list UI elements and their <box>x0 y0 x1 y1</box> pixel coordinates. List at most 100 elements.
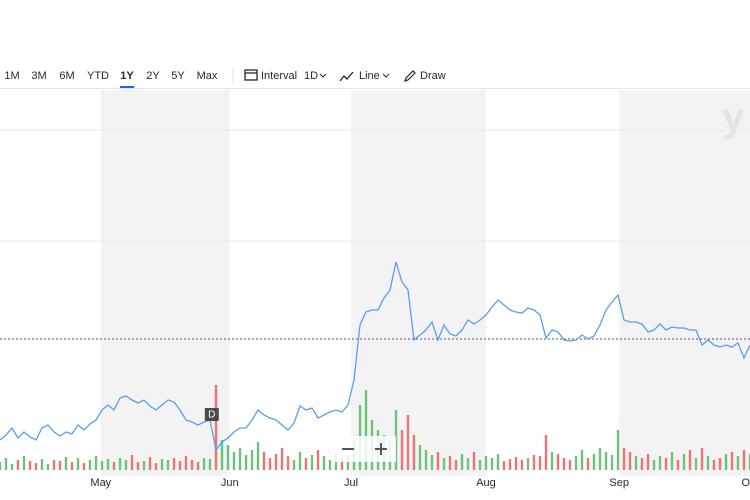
zoom-controls <box>332 436 396 462</box>
volume-bar <box>112 462 116 470</box>
volume-bar <box>616 430 620 470</box>
volume-bar <box>130 455 134 470</box>
volume-bar <box>166 460 170 470</box>
volume-bar <box>466 458 470 470</box>
volume-bar <box>268 458 272 470</box>
volume-bar <box>496 454 500 470</box>
volume-bar <box>70 462 74 470</box>
volume-bar <box>568 460 572 470</box>
volume-bar <box>556 454 560 470</box>
volume-bar <box>484 456 488 470</box>
volume-bar <box>40 459 44 470</box>
volume-bar <box>622 448 626 470</box>
volume-bar <box>580 450 584 470</box>
volume-bar <box>118 458 122 470</box>
chart-type: Line <box>359 70 380 82</box>
volume-bar <box>628 452 632 470</box>
volume-bar <box>742 450 746 470</box>
volume-bar <box>538 456 542 470</box>
volume-bar <box>202 458 206 470</box>
chevron <box>319 73 327 78</box>
volume-bar <box>52 460 56 470</box>
volume-bar <box>0 462 2 470</box>
range-button[interactable]: 6M <box>59 70 74 82</box>
volume-bar <box>748 454 750 470</box>
dividend-label: D <box>208 410 215 421</box>
range-button[interactable]: 2Y <box>146 70 160 82</box>
volume-bar <box>682 454 686 470</box>
range-button[interactable]: YTD <box>87 70 109 82</box>
volume-bar <box>424 450 428 470</box>
range-button[interactable]: 1M <box>4 70 19 82</box>
volume-bar <box>652 460 656 470</box>
volume-bar <box>724 454 728 470</box>
volume-bar <box>82 463 86 470</box>
volume-bar <box>700 448 704 470</box>
volume-bar <box>646 454 650 470</box>
volume-bar <box>226 445 230 470</box>
volume-bar <box>592 454 596 470</box>
volume-bar <box>706 456 710 470</box>
volume-bar <box>88 460 92 470</box>
x-tick-label: Aug <box>476 477 496 489</box>
chart-type-button[interactable]: Line <box>339 70 390 82</box>
volume-bar <box>76 458 80 470</box>
volume-bar <box>106 459 110 470</box>
volume-bar <box>658 456 662 470</box>
chevron <box>382 73 390 78</box>
toolbar: 1M 3M 6M YTD 1Y 2Y 5Y Max <box>4 70 218 88</box>
volume-bar <box>406 415 410 470</box>
volume-bar <box>430 455 434 470</box>
volume-bar <box>412 435 416 470</box>
dividend-marker <box>204 408 219 421</box>
interval-button[interactable]: Interval 1D <box>244 69 327 82</box>
volume-bar <box>448 456 452 470</box>
volume-bar <box>400 430 404 470</box>
volume-bar <box>178 461 182 470</box>
volume-bar <box>574 456 578 470</box>
volume-bar <box>664 458 668 470</box>
volume-bar <box>136 462 140 470</box>
volume-bar <box>154 463 158 470</box>
price-line <box>0 261 750 452</box>
range-button[interactable]: 5Y <box>171 70 185 82</box>
volume-bar <box>298 452 302 470</box>
volume-bar <box>280 448 284 470</box>
volume-bar <box>364 390 368 470</box>
x-tick-label: Oct <box>741 477 750 489</box>
draw-button[interactable]: Draw <box>404 70 446 82</box>
range-button[interactable]: 1Y <box>120 70 134 82</box>
volume-bar <box>262 452 266 470</box>
line-icon <box>339 71 354 82</box>
volume-bar <box>670 452 674 470</box>
volume-bar <box>304 458 308 470</box>
range-button[interactable]: Max <box>197 70 218 82</box>
interval-label: Interval <box>261 70 297 82</box>
volume-bar <box>736 456 740 470</box>
interval-value: 1D <box>304 70 318 82</box>
volume-bar <box>610 455 614 470</box>
volume-bar <box>310 455 314 470</box>
volume-bar <box>544 435 548 470</box>
volume-bar <box>10 464 14 470</box>
volume-bar <box>550 452 554 470</box>
volume-bar <box>274 454 278 470</box>
volume-bar <box>508 459 512 470</box>
volume-bar <box>328 460 332 470</box>
plot: May Jun Jul Aug Sep Oct y D <box>0 90 750 489</box>
volume-bar <box>514 457 518 470</box>
volume-bar <box>346 456 350 470</box>
volume-bar <box>100 461 104 470</box>
volume-bar <box>4 458 8 470</box>
volume-bar <box>244 455 248 470</box>
calendar-icon <box>244 69 258 81</box>
volume-bar <box>160 459 164 470</box>
volume-bar <box>634 456 638 470</box>
volume-bar <box>562 458 566 470</box>
range-button[interactable]: 3M <box>31 70 46 82</box>
volume-bar <box>502 461 506 470</box>
volume-bar <box>58 461 62 470</box>
volume-bar <box>526 458 530 470</box>
active-underline <box>120 86 134 88</box>
x-tick-label: Jul <box>344 477 358 489</box>
